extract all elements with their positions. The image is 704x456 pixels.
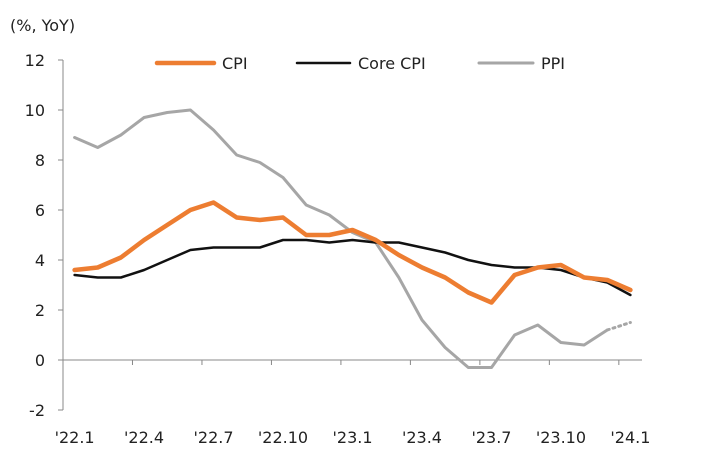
y-axis: -2 0 2 4 6 8 10 12 (25, 51, 64, 420)
y-tick-label: -2 (29, 401, 45, 420)
x-tick-label: '24.1 (610, 428, 650, 447)
x-tick-label: '23.7 (471, 428, 511, 447)
series-layer (72, 108, 633, 369)
y-tick-label: 8 (35, 151, 45, 170)
x-tick-label: '22.7 (194, 428, 234, 447)
y-tick-label: 2 (35, 301, 45, 320)
x-tick-label: '22.10 (258, 428, 308, 447)
y-tick-label: 6 (35, 201, 45, 220)
series-line-cpi (72, 200, 633, 305)
x-tick-label: '23.10 (536, 428, 586, 447)
x-tick-label: '22.4 (124, 428, 164, 447)
x-tick-label: '23.4 (402, 428, 442, 447)
x-tick-label: '22.1 (55, 428, 95, 447)
series-line-ppi-dotted (605, 321, 632, 332)
y-tick-label: 0 (35, 351, 45, 370)
y-axis-unit-label: (%, YoY) (10, 16, 76, 35)
legend: CPI Core CPI PPI (154, 54, 565, 73)
legend-label: Core CPI (358, 54, 426, 73)
y-tick-label: 4 (35, 251, 45, 270)
x-axis: '22.1 '22.4 '22.7 '22.10 '23.1 '23.4 '23.7 '23.… (55, 359, 650, 447)
y-tick-label: 10 (25, 101, 45, 120)
legend-label: PPI (541, 54, 565, 73)
x-tick-label: '23.1 (332, 428, 372, 447)
y-tick-label: 12 (25, 51, 45, 70)
legend-label: CPI (222, 54, 248, 73)
series-line-ppi (73, 108, 609, 369)
